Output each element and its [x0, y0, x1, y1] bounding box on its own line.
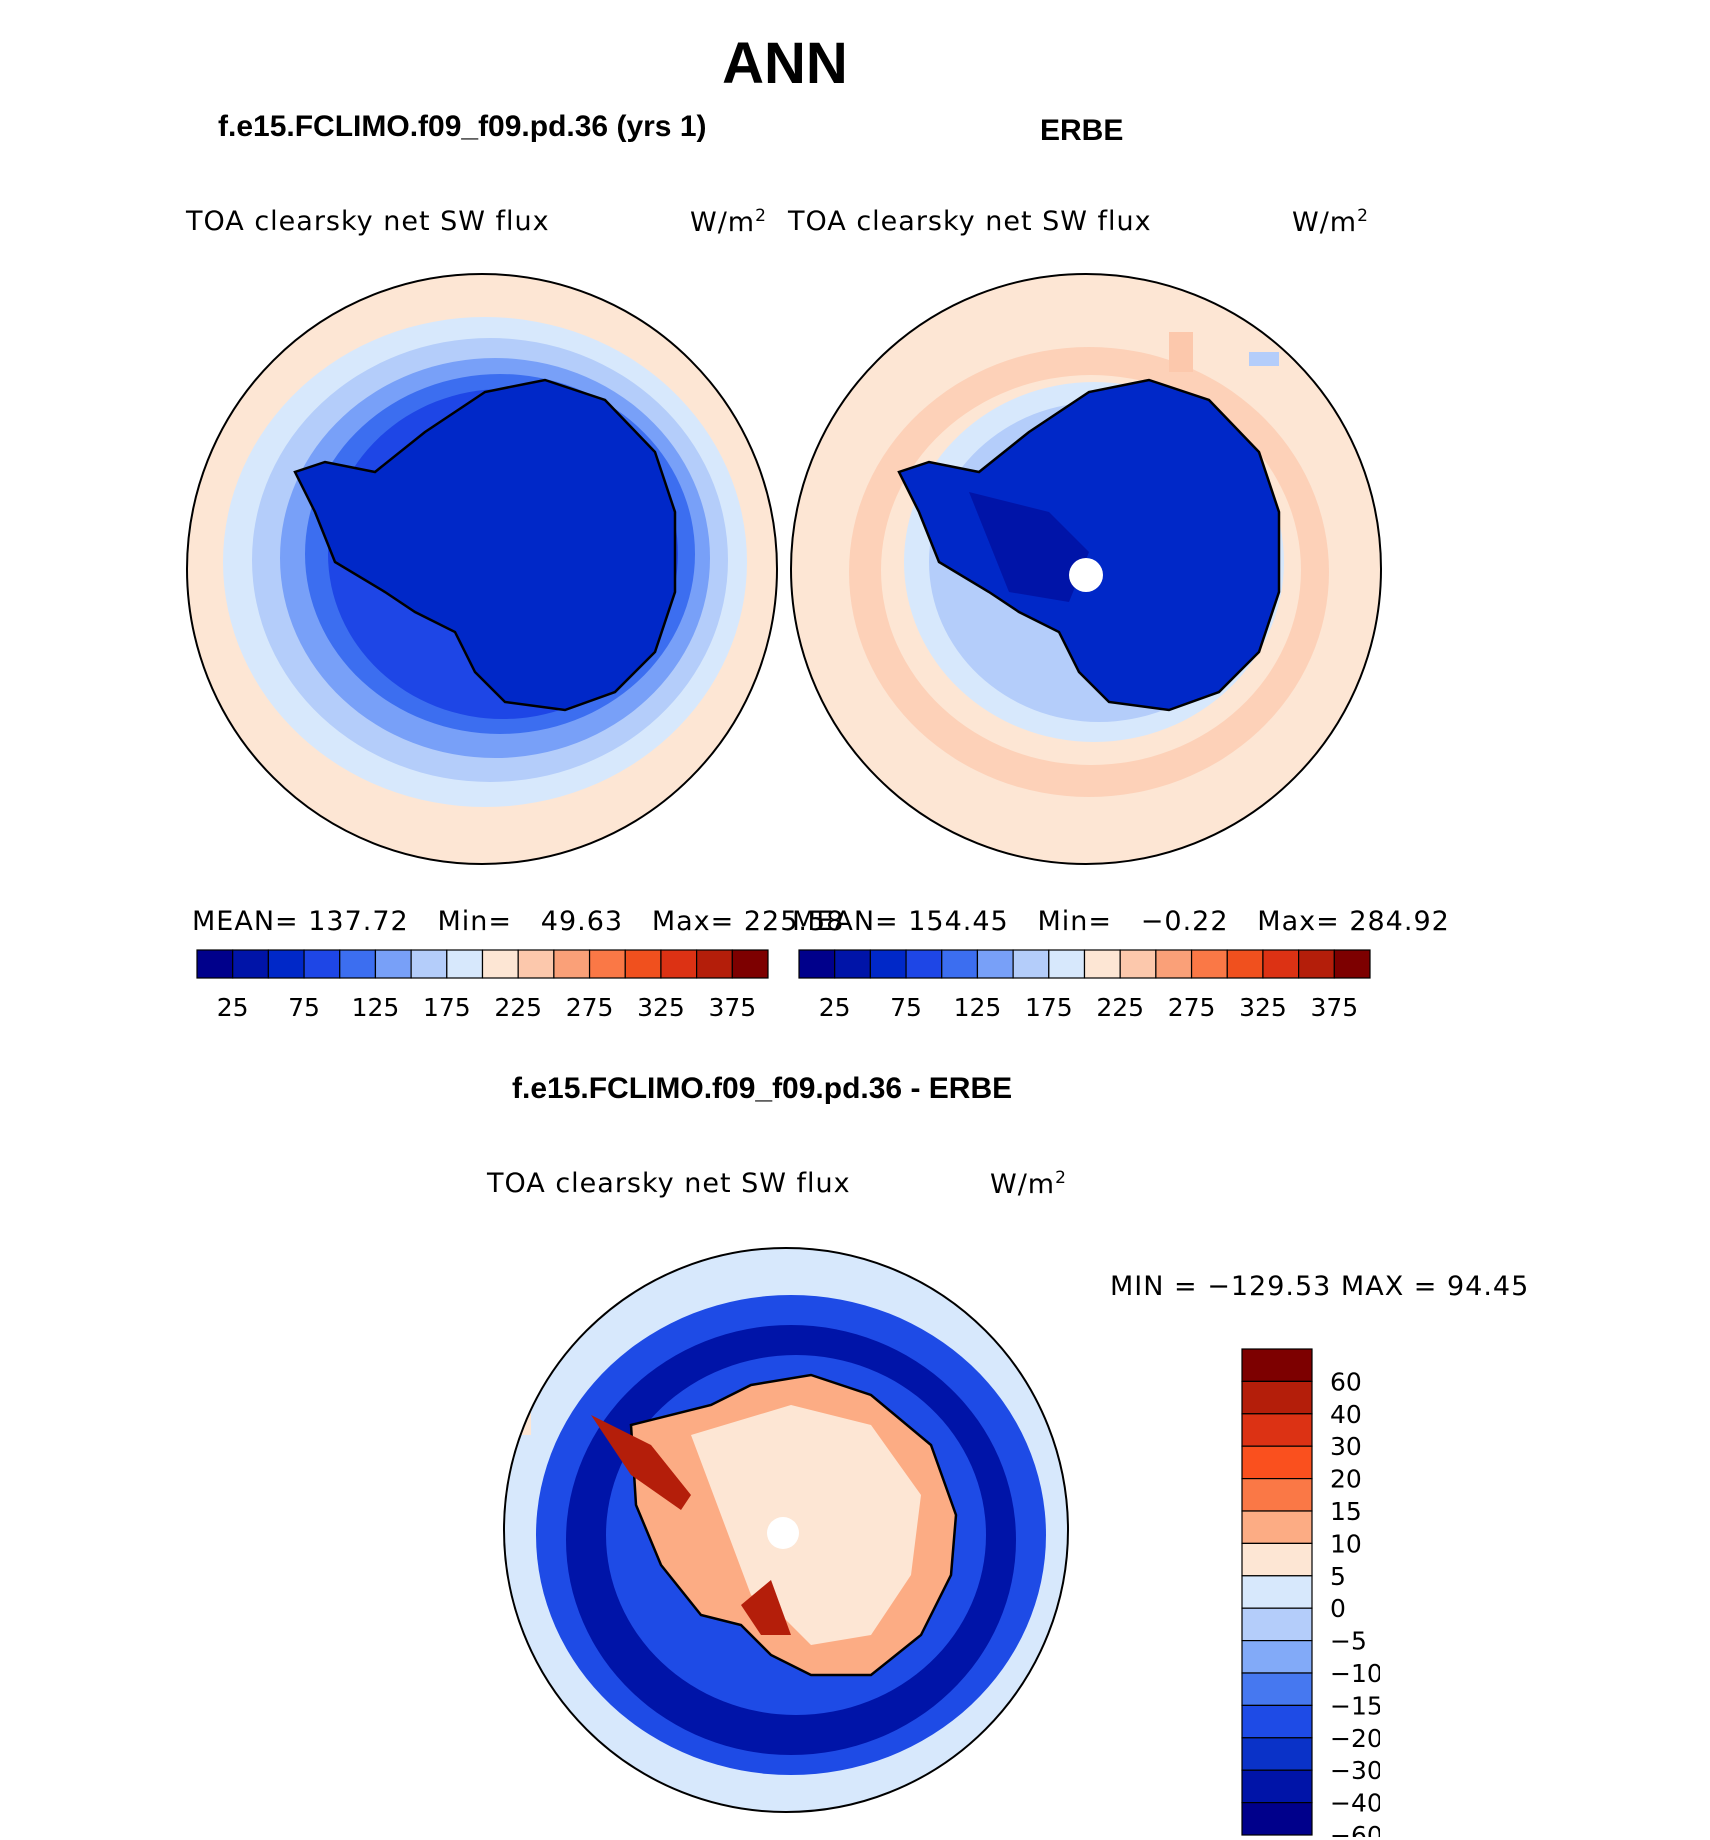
colorbar-swatch: [1241, 1672, 1313, 1707]
colorbar-swatch: [267, 949, 305, 979]
colorbar-tick-label: 75: [890, 993, 922, 1022]
colorbar-swatch: [624, 949, 662, 979]
colorbar-swatch: [1241, 1348, 1313, 1383]
colorbar-tick-label: −20: [1330, 1724, 1380, 1753]
colorbar-swatch: [374, 949, 412, 979]
obs-stats: MEAN= 154.45 Min= −0.22 Max= 284.92: [792, 906, 1450, 937]
colorbar-swatch: [1083, 949, 1121, 979]
colorbar-tick-label: 0: [1330, 1594, 1346, 1623]
colorbar-tick-label: −60: [1330, 1821, 1380, 1837]
diff-units-label: W/m2: [990, 1168, 1067, 1200]
colorbar-swatch: [1155, 949, 1193, 979]
colorbar-tick-label: 375: [1310, 993, 1358, 1022]
season-title: ANN: [722, 31, 848, 96]
colorbar-tick-label: 15: [1330, 1497, 1362, 1526]
colorbar-swatch: [1190, 949, 1228, 979]
colorbar-tick-label: 40: [1330, 1400, 1362, 1429]
diff-variable-label: TOA clearsky net SW flux: [487, 1168, 851, 1199]
colorbar-tick-label: 175: [423, 993, 471, 1022]
colorbar-swatch: [1241, 1510, 1313, 1545]
colorbar-swatch: [660, 949, 698, 979]
colorbar-swatch: [446, 949, 484, 979]
colorbar-swatch: [1119, 949, 1157, 979]
colorbar-tick-label: 5: [1330, 1562, 1346, 1591]
colorbar-swatch: [410, 949, 448, 979]
colorbar-swatch: [303, 949, 341, 979]
diff-panel-title: f.e15.FCLIMO.f09_f09.pd.36 - ERBE: [512, 1072, 1013, 1105]
colorbar-swatch: [1226, 949, 1264, 979]
colorbar-tick-label: −10: [1330, 1659, 1380, 1688]
colorbar-swatch: [905, 949, 943, 979]
colorbar-tick-label: 375: [708, 993, 756, 1022]
colorbar-swatch: [1333, 949, 1371, 979]
colorbar-tick-label: 325: [1239, 993, 1287, 1022]
colorbar-tick-label: −15: [1330, 1691, 1380, 1720]
colorbar-tick-label: 275: [566, 993, 614, 1022]
colorbar-swatch: [232, 949, 269, 979]
colorbar-swatch: [941, 949, 979, 979]
colorbar-swatch: [1241, 1413, 1313, 1447]
model-stats: MEAN= 137.72 Min= 49.63 Max= 225.58: [192, 906, 845, 937]
colorbar-tick-label: 225: [494, 993, 542, 1022]
colorbar-swatch: [588, 949, 626, 979]
diff-minmax: MIN = −129.53 MAX = 94.45: [1110, 1271, 1530, 1302]
colorbar-swatch: [1241, 1542, 1313, 1577]
colorbar-swatch: [976, 949, 1014, 979]
colorbar-tick-label: −30: [1330, 1756, 1380, 1785]
colorbar-swatch: [1012, 949, 1050, 979]
colorbar-tick-label: −5: [1330, 1627, 1367, 1656]
model-units-label: W/m2: [690, 206, 767, 238]
colorbar-tick-label: 225: [1096, 993, 1144, 1022]
colorbar-tick-label: 10: [1330, 1529, 1362, 1558]
colorbar-tick-label: 30: [1330, 1432, 1362, 1461]
colorbar-tick-label: 125: [352, 993, 400, 1022]
obs-variable-label: TOA clearsky net SW flux: [788, 206, 1152, 237]
colorbar-swatch: [553, 949, 591, 979]
colorbar-tick-label: 20: [1330, 1465, 1362, 1494]
colorbar-tick-label: 25: [819, 993, 851, 1022]
colorbar-swatch: [834, 949, 871, 979]
colorbar-swatch: [1241, 1737, 1313, 1771]
colorbar-tick-label: 75: [288, 993, 320, 1022]
colorbar-swatch: [869, 949, 907, 979]
colorbar-swatch: [1241, 1802, 1313, 1836]
colorbar-swatch: [1241, 1607, 1313, 1642]
colorbar-swatch: [798, 949, 836, 979]
obs-colorbar: 25 75 125 175 225 275 325 375: [798, 949, 1371, 1022]
model-panel-title: f.e15.FCLIMO.f09_f09.pd.36 (yrs 1): [218, 110, 707, 143]
model-colorbar: 25 75 125 175 225 275 325 375: [196, 949, 769, 1022]
colorbar-swatch: [1241, 1380, 1313, 1415]
diff-colorbar: 60 40 30 20 15 10 5 0 −5 −10 −15 −20 −30 −40 −60: [1241, 1348, 1380, 1837]
colorbar-swatch: [696, 949, 733, 979]
colorbar-swatch: [1241, 1478, 1313, 1512]
colorbar-swatch: [1241, 1445, 1313, 1480]
colorbar-swatch: [1048, 949, 1086, 979]
diff-polar-map: [503, 1247, 1069, 1813]
colorbar-swatch: [339, 949, 377, 979]
colorbar-tick-label: 275: [1168, 993, 1216, 1022]
colorbar-tick-label: 325: [637, 993, 685, 1022]
obs-polar-map: [790, 273, 1382, 865]
model-polar-map: [186, 273, 778, 865]
colorbar-swatch: [731, 949, 769, 979]
obs-panel-title: ERBE: [1040, 114, 1124, 147]
colorbar-tick-label: 60: [1330, 1367, 1362, 1396]
colorbar-swatch: [1241, 1575, 1313, 1609]
colorbar-swatch: [517, 949, 555, 979]
colorbar-tick-label: 125: [954, 993, 1002, 1022]
colorbar-swatch: [1241, 1704, 1313, 1739]
colorbar-swatch: [1262, 949, 1300, 979]
colorbar-swatch: [1241, 1640, 1313, 1674]
obs-units-label: W/m2: [1292, 206, 1369, 238]
colorbar-swatch: [1241, 1769, 1313, 1804]
colorbar-swatch: [1298, 949, 1335, 979]
colorbar-tick-label: −40: [1330, 1789, 1380, 1818]
colorbar-tick-label: 25: [217, 993, 249, 1022]
colorbar-swatch: [196, 949, 234, 979]
colorbar-tick-label: 175: [1025, 993, 1073, 1022]
colorbar-swatch: [481, 949, 519, 979]
model-variable-label: TOA clearsky net SW flux: [186, 206, 550, 237]
